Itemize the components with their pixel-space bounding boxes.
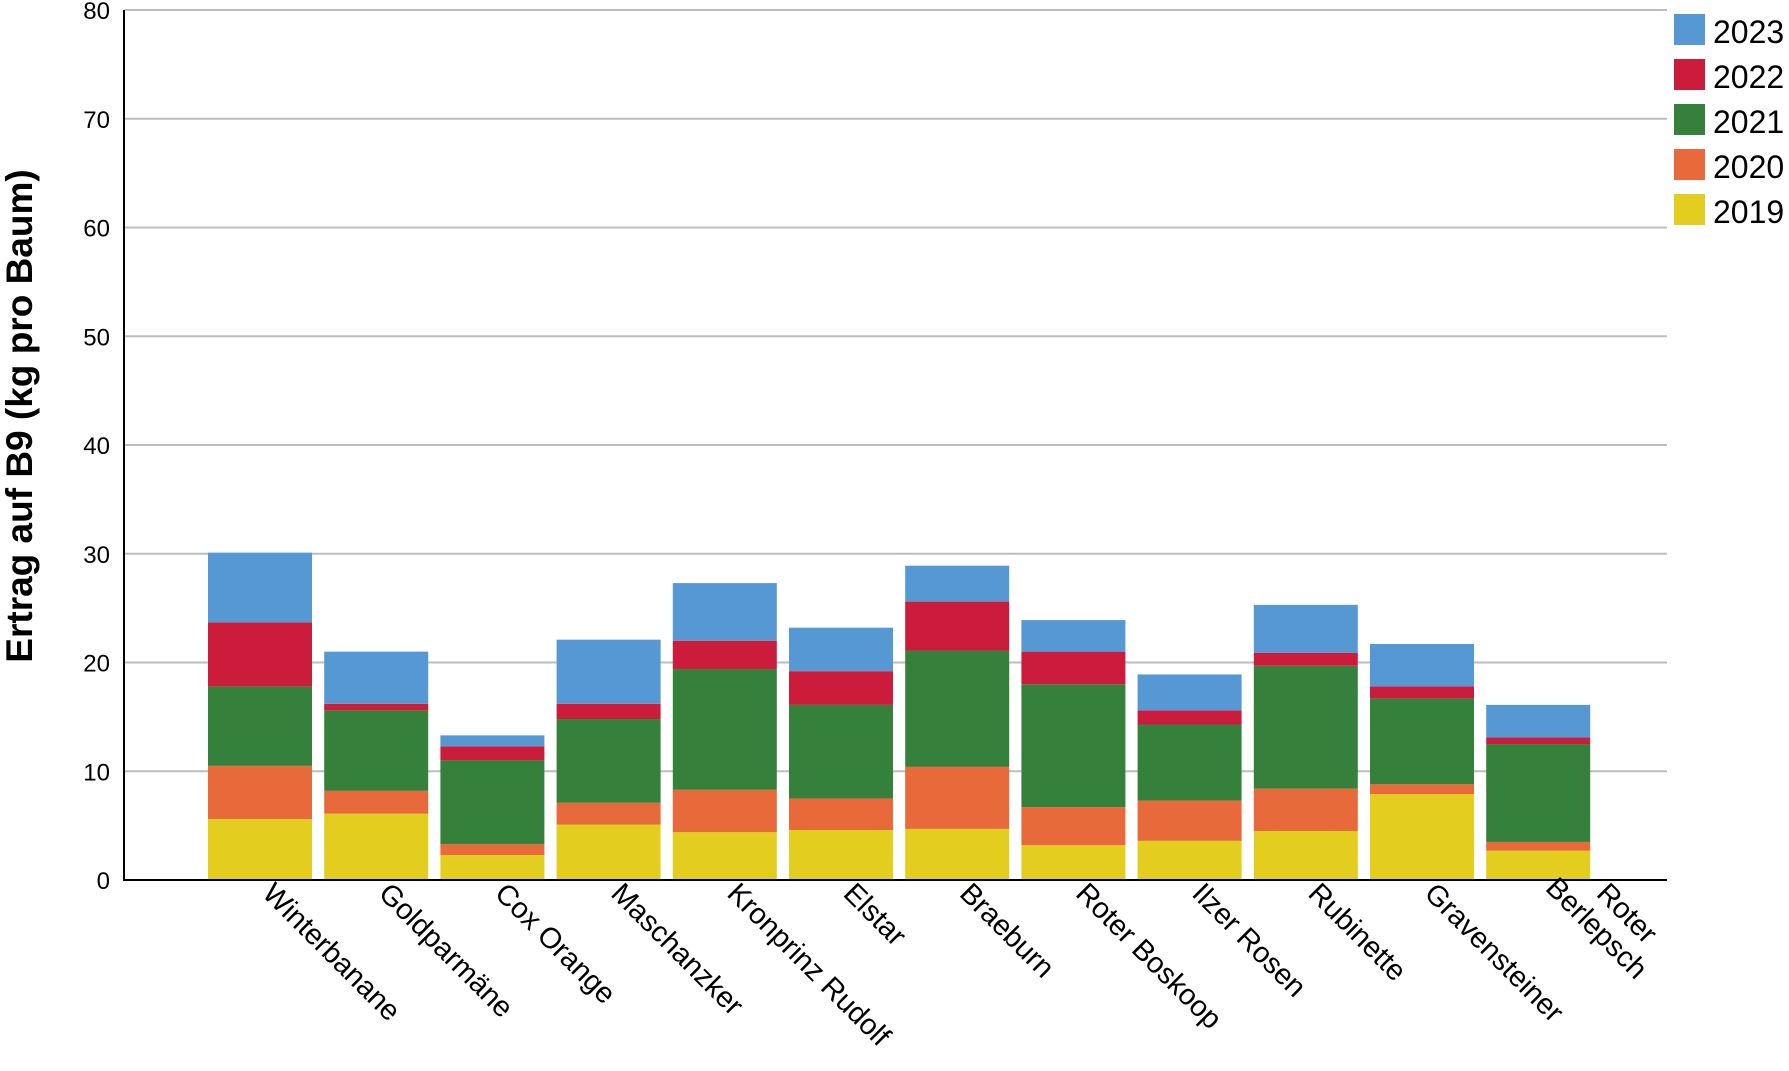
bar-segment-2023-3 (440, 735, 545, 747)
bar-segment-2022-10 (1253, 652, 1358, 666)
bar-segment-2020-5 (672, 789, 777, 833)
bar-segment-2019-7 (905, 828, 1010, 880)
bar-segment-2020-8 (1021, 807, 1126, 846)
bar-segment-2023-7 (905, 565, 1010, 602)
x-tick-label: Braeburn (953, 877, 1060, 984)
bar-segment-2021-12 (1486, 744, 1591, 842)
bar-segment-2021-1 (208, 686, 312, 766)
bars (208, 552, 1591, 880)
bar-segment-2021-6 (789, 704, 893, 799)
bar-segment-2019-3 (440, 854, 545, 880)
bar-segment-2019-6 (789, 829, 893, 880)
bar-segment-2022-2 (324, 703, 429, 711)
y-tick-labels: 0 10 20 30 40 50 60 70 80 (83, 0, 110, 895)
bar-segment-2021-5 (672, 669, 777, 790)
bar-segment-2023-5 (672, 583, 777, 641)
bar-segment-2022-9 (1137, 710, 1242, 725)
bar-segment-2019-10 (1253, 831, 1358, 880)
bar-segment-2022-12 (1486, 737, 1591, 745)
bar-segment-2020-1 (208, 765, 312, 820)
bar-segment-2019-12 (1486, 850, 1591, 880)
y-tick-label: 80 (83, 0, 110, 25)
bar-segment-2019-9 (1137, 840, 1242, 880)
legend-label-2023: 2023 (1713, 14, 1784, 50)
bar-segment-2019-8 (1021, 845, 1126, 880)
bar-segment-2019-5 (672, 832, 777, 880)
bar-segment-2023-9 (1137, 674, 1242, 711)
bar-segment-2022-5 (672, 640, 777, 670)
bar-segment-2023-10 (1253, 604, 1358, 653)
bar-segment-2020-4 (556, 802, 661, 825)
bar-segment-2020-3 (440, 844, 545, 855)
legend-label-2022: 2022 (1713, 59, 1784, 95)
bar-segment-2020-2 (324, 790, 429, 814)
y-tick-label: 30 (83, 542, 110, 569)
bar-segment-2020-6 (789, 798, 893, 830)
bar-segment-2021-7 (905, 650, 1010, 767)
x-tick-label: Rubinette (1302, 877, 1412, 987)
bar-segment-2022-8 (1021, 651, 1126, 685)
bar-segment-2023-8 (1021, 620, 1126, 652)
bar-segment-2020-7 (905, 766, 1010, 829)
bar-segment-2023-4 (556, 639, 661, 704)
bar-segment-2022-1 (208, 622, 312, 687)
bar-segment-2022-7 (905, 601, 1010, 651)
bar-segment-2021-4 (556, 719, 661, 803)
bar-segment-2021-11 (1370, 698, 1474, 785)
y-tick-label: 60 (83, 216, 110, 243)
legend-swatch-2019 (1674, 194, 1705, 225)
bar-segment-2023-2 (324, 651, 429, 704)
x-tick-label: Ilzer Rosen (1186, 877, 1312, 1003)
bar-segment-2021-8 (1021, 684, 1126, 808)
bar-segment-2023-6 (789, 627, 893, 672)
bar-segment-2020-10 (1253, 788, 1358, 832)
legend-label-2021: 2021 (1713, 104, 1784, 140)
legend-label-2019: 2019 (1713, 194, 1784, 230)
y-tick-label: 10 (83, 759, 110, 786)
bar-segment-2021-3 (440, 760, 545, 845)
bar-segment-2023-12 (1486, 704, 1591, 738)
bar-segment-2020-11 (1370, 784, 1474, 795)
legend-swatch-2023 (1674, 14, 1705, 45)
bar-segment-2021-10 (1253, 665, 1358, 789)
bar-segment-2021-2 (324, 710, 429, 791)
bar-segment-2019-1 (208, 819, 312, 880)
legend-swatch-2022 (1674, 59, 1705, 90)
bar-segment-2023-11 (1370, 644, 1474, 687)
legend-label-2020: 2020 (1713, 149, 1784, 185)
bar-segment-2019-4 (556, 824, 661, 880)
y-tick-label: 0 (97, 868, 110, 895)
x-tick-label: Elstar (837, 877, 912, 952)
y-axis-label: Ertrag auf B9 (kg pro Baum) (0, 169, 40, 662)
legend-swatch-2021 (1674, 104, 1705, 135)
bar-segment-2020-9 (1137, 800, 1242, 841)
y-tick-label: 50 (83, 324, 110, 351)
bar-segment-2019-2 (324, 813, 429, 880)
y-tick-label: 70 (83, 107, 110, 134)
bar-segment-2023-1 (208, 552, 312, 623)
bar-segment-2022-6 (789, 671, 893, 705)
legend: 2023 2022 2021 2020 2019 (1674, 14, 1784, 230)
y-tick-label: 40 (83, 433, 110, 460)
bar-segment-2019-11 (1370, 794, 1474, 880)
legend-swatch-2020 (1674, 149, 1705, 180)
bar-segment-2022-4 (556, 703, 661, 720)
y-tick-label: 20 (83, 651, 110, 678)
bar-segment-2021-9 (1137, 724, 1242, 801)
bar-segment-2020-12 (1486, 841, 1591, 851)
bar-segment-2022-11 (1370, 686, 1474, 699)
bar-segment-2022-3 (440, 746, 545, 761)
axes (123, 10, 1667, 881)
